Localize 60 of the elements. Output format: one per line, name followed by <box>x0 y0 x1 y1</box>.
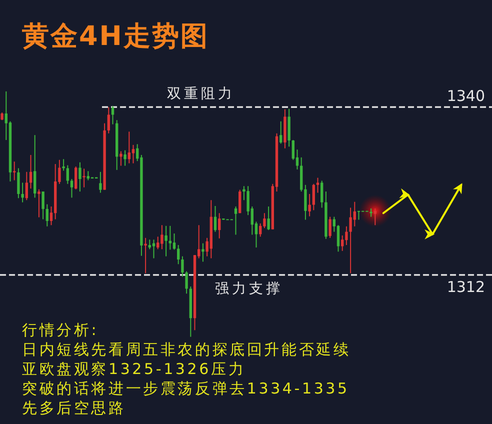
candlestick <box>21 182 24 203</box>
candlestick <box>214 206 217 232</box>
candlestick <box>341 234 344 252</box>
candlestick <box>29 154 32 190</box>
candlestick <box>107 106 110 134</box>
candlestick <box>42 191 44 220</box>
candlestick <box>86 170 90 181</box>
text: 亚欧盘观察1325-1326压力 <box>22 360 246 378</box>
candlestick <box>202 242 204 262</box>
candlestick <box>62 158 65 172</box>
text: 日内短线先看周五非农的探底回升能否延续 <box>22 340 351 358</box>
candlestick <box>70 178 74 198</box>
candlestick <box>345 226 348 246</box>
annotation: 行情分析: <box>22 321 99 339</box>
candlestick <box>148 239 151 250</box>
candlestick <box>238 189 242 214</box>
candlestick <box>111 105 114 125</box>
annotation: 1312 <box>446 278 485 296</box>
candlestick <box>218 212 221 239</box>
candlestick <box>177 244 180 265</box>
candlestick <box>13 161 16 181</box>
candlestick <box>320 180 324 208</box>
candlestick <box>168 225 172 250</box>
candlestick <box>120 150 122 166</box>
candlestick <box>38 188 40 218</box>
candlestick <box>156 236 160 250</box>
candlestick <box>74 166 78 190</box>
ref-line-label: 双重阻力 <box>167 86 235 102</box>
candlestick <box>46 204 48 227</box>
candlestick <box>181 256 184 278</box>
candlestick <box>82 168 86 188</box>
candlestick <box>280 120 282 144</box>
candlestick <box>370 208 372 218</box>
candlestick <box>34 134 36 198</box>
candlestick <box>312 183 315 211</box>
candlestick <box>185 270 188 294</box>
candlestick <box>316 177 320 194</box>
annotation: 1340 <box>446 87 485 106</box>
candlestick <box>144 237 147 274</box>
candlestick <box>267 206 270 231</box>
candlestick <box>99 171 102 194</box>
candlestick <box>349 207 352 274</box>
candlestick <box>66 164 69 184</box>
candlestick <box>288 108 290 148</box>
chart-title: 黄金4H走势图 <box>21 21 209 52</box>
candlestick <box>234 206 238 236</box>
ref-line-label: 强力支撑 <box>215 280 283 297</box>
candlestick <box>308 193 311 217</box>
text: 先多后空思路 <box>22 399 126 417</box>
text: 突破的话将进一步震荡反弹去1334-1335 <box>22 380 350 398</box>
candlestick <box>78 162 82 192</box>
candlestick <box>128 131 130 164</box>
candlestick <box>164 225 168 257</box>
candlestick <box>160 224 164 250</box>
candlestick <box>25 171 28 201</box>
candlestick <box>172 232 176 250</box>
candlestick <box>124 150 126 166</box>
candlestick <box>328 216 332 238</box>
candlestick <box>374 208 376 226</box>
candlestick <box>17 168 20 199</box>
